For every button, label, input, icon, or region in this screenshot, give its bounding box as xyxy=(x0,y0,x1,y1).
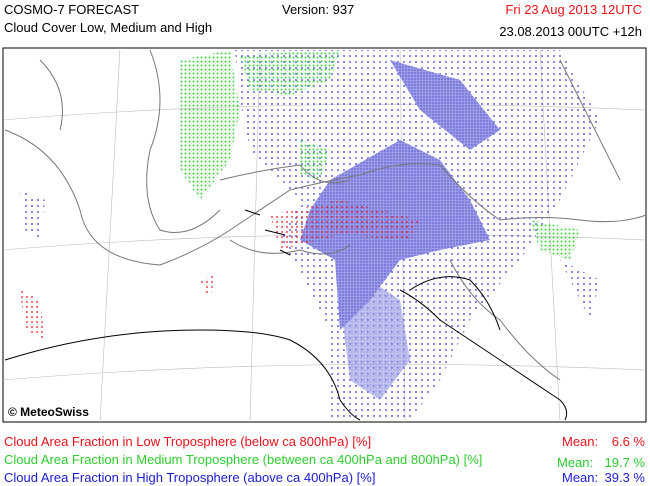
mean-value: 39.3 % xyxy=(604,470,645,485)
low-clouds xyxy=(20,200,420,340)
mean-label: Mean: xyxy=(562,470,599,485)
legend-label: Cloud Area Fraction in Medium Tropospher… xyxy=(4,452,483,467)
graticule xyxy=(2,47,647,423)
map-frame xyxy=(2,47,647,423)
borders xyxy=(4,49,647,381)
copyright: © MeteoSwiss xyxy=(8,405,89,419)
subtitle: Cloud Cover Low, Medium and High xyxy=(4,20,213,35)
mean-value: 6.6 % xyxy=(611,434,645,449)
legend-label: Cloud Area Fraction in High Troposphere … xyxy=(4,470,376,485)
run-time: 23.08.2013 00UTC +12h xyxy=(499,24,642,39)
version: Version: 937 xyxy=(282,2,355,17)
high-clouds xyxy=(20,50,600,420)
product: COSMO-7 FORECAST xyxy=(4,2,140,17)
mean-label: Mean: xyxy=(562,434,599,449)
legend-label: Cloud Area Fraction in Low Troposphere (… xyxy=(4,434,372,449)
mean-value: 19.7 % xyxy=(604,455,645,470)
mean-label: Mean: xyxy=(557,455,594,470)
medium-clouds xyxy=(180,50,580,260)
valid-time: Fri 23 Aug 2013 12UTC xyxy=(505,2,642,17)
coastlines xyxy=(4,209,568,421)
